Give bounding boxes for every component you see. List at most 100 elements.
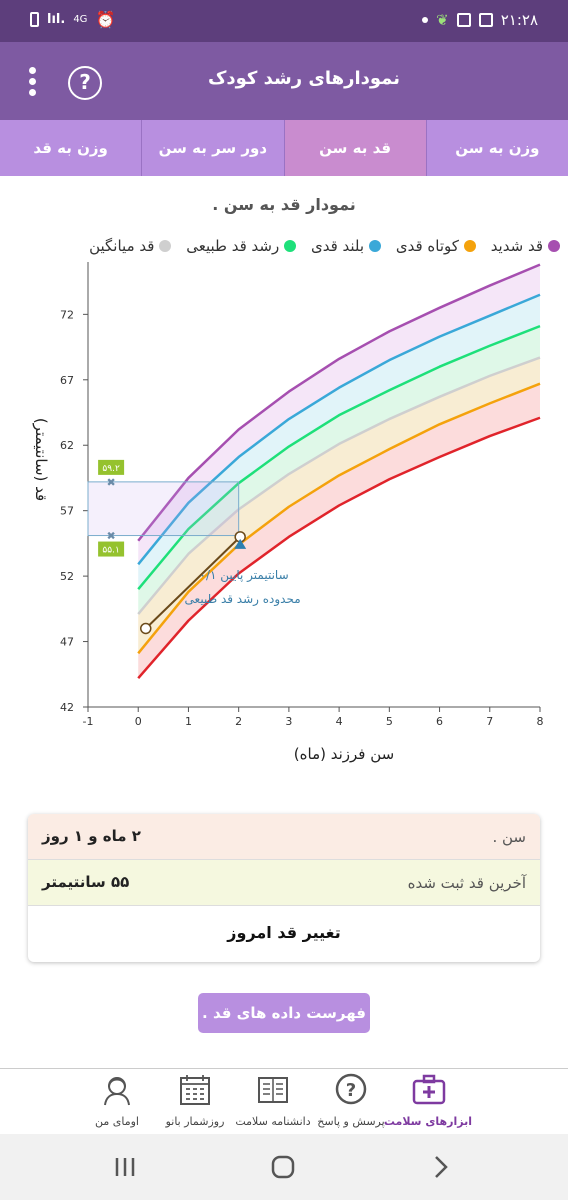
pointer-marker [234,538,247,549]
legend-label: بلند قدی [310,236,365,255]
nav-label: دانشنامه سلامت [235,1115,311,1128]
height-row: آخرین قد ثبت شده ۵۵ سانتیمتر [28,860,540,906]
x-tick-label: 2 [235,715,242,728]
band-area [138,264,540,565]
alarm-icon: ⏰ [95,10,116,29]
series-line [137,382,541,655]
x-tick-label: 3 [285,715,292,728]
legend-average[interactable]: قد میانگین [89,236,172,255]
age-value: ۲ ماه و ۱ روز [42,827,141,845]
x-tick-label: 0 [135,715,142,728]
back-icon[interactable] [426,1154,456,1180]
calendar-icon [180,1075,210,1105]
status-bar: lıl. 4G ⏰ ❦ ۲۱:۲۸ [0,0,568,42]
notification-dot-icon [422,17,429,23]
legend-swatch [548,240,560,252]
home-icon[interactable] [268,1154,298,1180]
legend-swatch [463,240,476,252]
user-icon [104,1077,130,1106]
change-height-button[interactable]: تغییر قد امروز [227,923,341,942]
network-type: 4G [73,14,88,25]
nav-label: روزشمار بانو [165,1115,225,1128]
help-icon[interactable]: ? [68,66,102,100]
nav-my-profile[interactable]: اومای من [74,1073,160,1128]
page-title: نمودارهای رشد کودک [207,68,400,89]
tab-weight-age[interactable]: وزن به سن [455,139,540,157]
tab-bar: وزن به قد دور سر به سن قد به سن وزن به س… [0,120,568,176]
chart-bands [138,264,540,679]
question-icon: ? [335,1073,367,1105]
child-growth-line [145,536,241,630]
x-tick-label: 4 [336,715,343,728]
legend-label: کوتاه قدی [395,236,459,255]
system-nav-bar [0,1134,568,1200]
series-line [137,293,541,566]
band-area [138,326,540,615]
legend-swatch [159,240,172,252]
height-label: آخرین قد ثبت شده [407,874,526,892]
legend-normal[interactable]: رشد قد طبیعی [186,236,297,255]
range-marker: ✖ [107,530,116,543]
more-menu-icon[interactable] [26,64,38,100]
status-icons-right: ❦ ۲۱:۲۸ [422,11,538,29]
tab-head-age[interactable]: دور سر به سن [142,120,285,176]
legend-severe[interactable]: قد شدید [491,237,560,255]
info-card: سن . ۲ ماه و ۱ روز آخرین قد ثبت شده ۵۵ س… [28,814,540,962]
annotation-line1: ۰/۱ سانتیمتر پایین [200,568,289,583]
series-line [137,356,541,615]
age-label: سن . [492,828,526,846]
chart-legend: قد شدید کوتاه قدی بلند قدی رشد قد طبیعی … [8,236,560,262]
app-bar: ? نمودارهای رشد کودک [0,42,568,120]
legend-swatch [369,240,382,252]
tab-weight-height[interactable]: وزن به قد [0,120,143,176]
nav-qa[interactable]: ? پرسش و پاسخ [308,1073,394,1128]
y-axis-label: قد (سانتیمتر) [32,418,50,501]
x-tick-label: 1 [185,715,192,728]
range-label-bg [98,541,125,557]
x-tick-label: -1 [83,715,94,728]
medkit-icon [412,1074,446,1105]
y-tick-label: 42 [60,701,74,714]
band-area [138,383,540,679]
nav-label: ابزارهای سلامت [383,1115,472,1128]
range-label: ۵۵.۱ [102,546,119,556]
legend-swatch [284,240,297,252]
book-icon [258,1077,288,1103]
svg-text:?: ? [346,1080,356,1101]
nav-label: اومای من [95,1115,139,1128]
band-area [138,294,540,590]
y-tick-label: 62 [60,439,74,452]
legend-label: قد میانگین [89,236,155,255]
x-tick-label: 8 [537,715,544,728]
tab-height-age[interactable]: قد به سن [284,120,427,176]
bottom-nav: ابزارهای سلامت ? پرسش و پاسخ دانشنامه سل… [0,1068,568,1134]
x-tick-label: 7 [486,715,493,728]
annotation-line2: محدوده رشد قد طبیعی [185,592,301,607]
legend-label: رشد قد طبیعی [186,236,280,255]
series-line [137,263,541,542]
nav-encyclopedia[interactable]: دانشنامه سلامت [230,1073,316,1128]
height-list-button[interactable]: فهرست داده های قد . [198,993,370,1033]
chart-title: نمودار قد به سن . [212,195,356,214]
chart-overlay: ✖ ۵۹.۲ ✖ ۵۵.۱ ۰/۱ سانتیمتر پایین محدوده رشد ق… [87,459,301,635]
range-label-bg [98,459,125,475]
legend-tall[interactable]: بلند قدی [310,236,382,255]
y-tick-label: 47 [60,636,74,649]
parking-icon [456,13,471,27]
x-tick-label: 6 [436,715,443,728]
child-data-point [140,622,152,635]
status-icons-left: lıl. 4G ⏰ [30,10,115,29]
legend-short[interactable]: کوتاه قدی [396,237,476,255]
range-marker: ✖ [107,476,116,489]
signal-icon: lıl. [47,12,66,27]
nav-label: پرسش و پاسخ [317,1115,385,1128]
age-row: سن . ۲ ماه و ۱ روز [28,814,540,860]
battery-icon [30,12,39,27]
y-tick-label: 72 [60,308,74,321]
nav-health-tools[interactable]: ابزارهای سلامت [383,1073,472,1128]
clock: ۲۱:۲۸ [500,11,538,29]
recent-apps-icon[interactable] [110,1154,140,1180]
nav-calendar[interactable]: روزشمار بانو [152,1073,238,1128]
